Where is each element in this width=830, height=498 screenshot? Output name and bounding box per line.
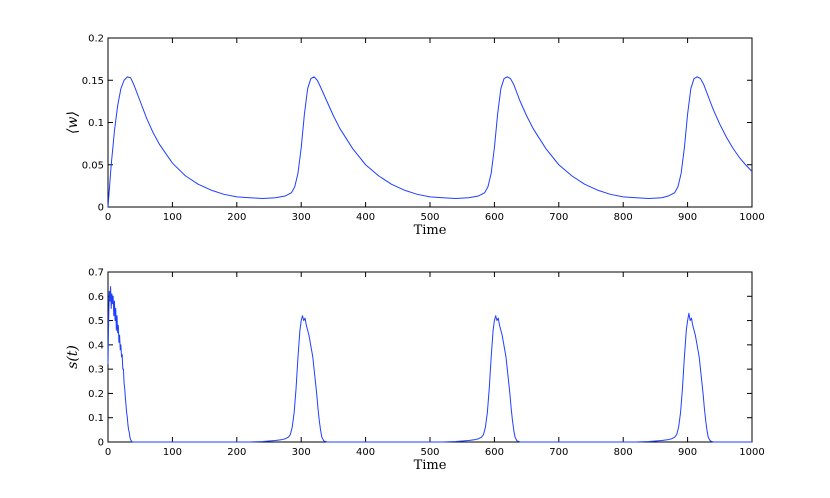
x-tick-label: 200 <box>227 212 246 223</box>
x-tick-label: 300 <box>292 212 311 223</box>
x-tick-label: 600 <box>485 447 504 458</box>
x-tick-label: 1000 <box>739 212 764 223</box>
y-tick-label: 0 <box>98 438 104 449</box>
top-chart: 0 100 200 300 400 500 600 700 800 900 1000 0 0.05 0.1… <box>65 34 765 239</box>
x-tick-label: 500 <box>420 447 439 458</box>
y-axis-label: ⟨w⟩ <box>65 111 81 134</box>
y-tick-label: 0.05 <box>82 160 104 171</box>
x-tick-label: 900 <box>678 447 697 458</box>
y-tick-label: 0.1 <box>88 118 104 129</box>
x-tick-label: 400 <box>356 447 375 458</box>
y-tick-label: 0.15 <box>82 76 104 87</box>
series-line <box>107 76 753 208</box>
x-tick-label: 1000 <box>739 447 764 458</box>
x-axis-label: Time <box>414 223 447 238</box>
y-tick-label: 0.6 <box>88 292 104 303</box>
plot-frame <box>107 37 753 208</box>
x-tick-label: 0 <box>105 212 111 223</box>
x-tick-label: 100 <box>163 212 182 223</box>
y-tick-label: 0.7 <box>88 268 104 279</box>
x-tick-label: 0 <box>105 447 111 458</box>
y-tick-label: 0.3 <box>88 365 104 376</box>
y-tick-label: 0.5 <box>88 316 104 327</box>
x-tick-label: 800 <box>614 212 633 223</box>
y-tick-label: 0.4 <box>88 340 104 351</box>
series-line <box>107 286 752 443</box>
y-tick-label: 0.2 <box>88 34 104 45</box>
x-tick-label: 400 <box>356 212 375 223</box>
x-tick-label: 700 <box>549 447 568 458</box>
x-tick-label: 300 <box>292 447 311 458</box>
bottom-chart: 0 100 200 300 400 500 600 700 800 900 1000 0 0.1 0.2 0… <box>65 268 765 474</box>
x-tick-label: 700 <box>549 212 568 223</box>
x-tick-label: 500 <box>420 212 439 223</box>
x-tick-label: 900 <box>678 212 697 223</box>
y-tick-label: 0.2 <box>88 389 104 400</box>
x-tick-label: 800 <box>614 447 633 458</box>
y-axis-label: s(t) <box>65 345 81 369</box>
y-tick-label: 0 <box>98 203 104 214</box>
plot-frame <box>107 271 753 443</box>
x-tick-label: 100 <box>163 447 182 458</box>
x-tick-label: 600 <box>485 212 504 223</box>
y-tick-label: 0.1 <box>88 413 104 424</box>
x-tick-label: 200 <box>227 447 246 458</box>
x-axis-label: Time <box>414 458 447 473</box>
